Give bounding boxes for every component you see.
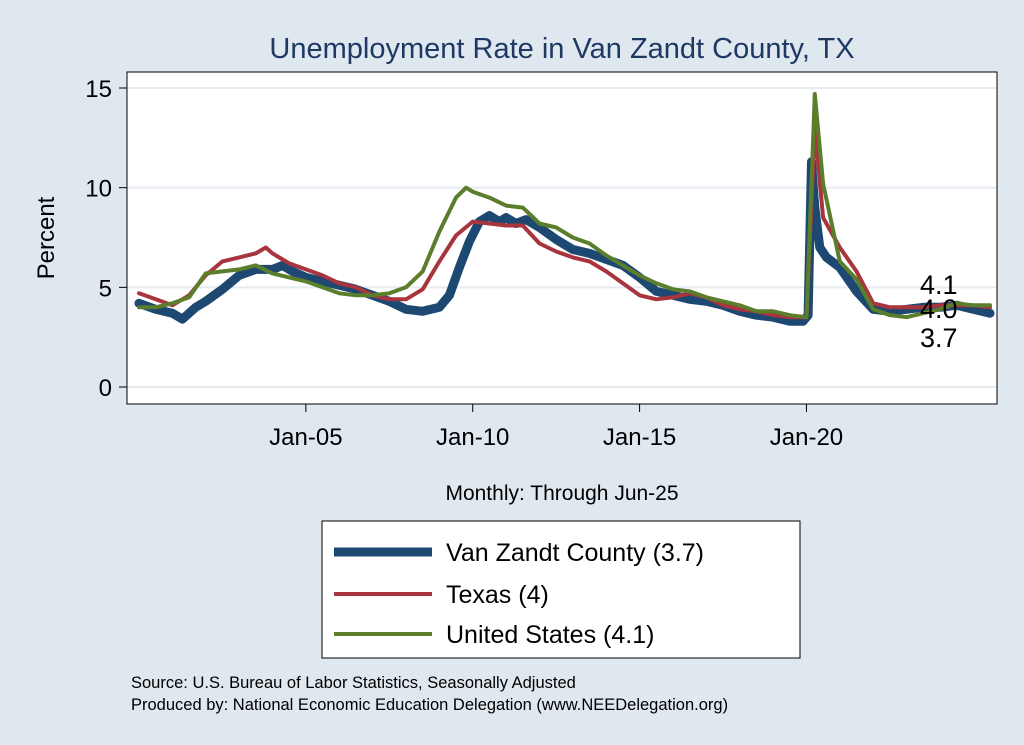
series-line-1 <box>137 125 992 320</box>
end-labels: 4.14.03.7 <box>920 270 958 353</box>
y-axis-label: Percent <box>33 196 60 279</box>
y-axis-ticks: 0 5 10 15 <box>85 76 127 402</box>
series-line-0 <box>134 157 995 326</box>
legend-label: Texas (4) <box>446 581 549 609</box>
x-tick-label: Jan-20 <box>770 424 843 451</box>
legend-entries: Van Zandt County (3.7) Texas (4) United St… <box>334 539 704 649</box>
source-note: Source: U.S. Bureau of Labor Statistics,… <box>131 674 576 692</box>
legend-label: United States (4.1) <box>446 621 654 649</box>
series-line-2 <box>137 92 992 320</box>
y-tick-label: 15 <box>85 76 112 103</box>
x-tick-label: Jan-10 <box>436 424 509 451</box>
series-lines <box>134 92 995 326</box>
legend-label: Van Zandt County (3.7) <box>446 539 704 567</box>
y-tick-label: 10 <box>85 176 112 203</box>
chart-title: Unemployment Rate in Van Zandt County, T… <box>269 33 854 65</box>
y-tick-label: 5 <box>99 275 112 302</box>
end-label: 3.7 <box>920 323 958 353</box>
x-axis-ticks: Jan-05 Jan-10 Jan-15 Jan-20 <box>269 404 843 451</box>
x-tick-label: Jan-05 <box>269 424 342 451</box>
y-tick-label: 0 <box>99 375 112 402</box>
end-label: 4.0 <box>920 294 958 324</box>
end-label: 4.1 <box>920 270 958 300</box>
x-axis-label: Monthly: Through Jun-25 <box>445 482 678 505</box>
producer-note: Produced by: National Economic Education… <box>131 696 728 714</box>
x-tick-label: Jan-15 <box>603 424 676 451</box>
